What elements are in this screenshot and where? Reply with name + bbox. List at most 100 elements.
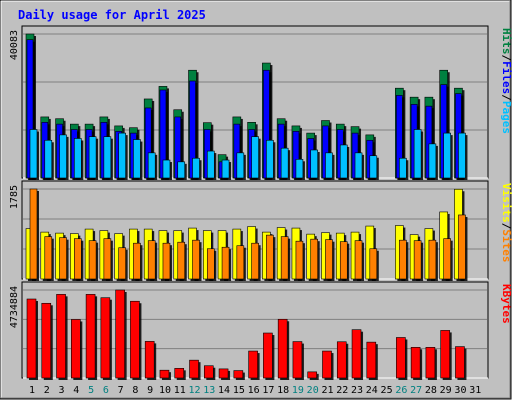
legend-entry-kbytes: KBytes	[500, 284, 512, 324]
bar-sites-day-23	[354, 240, 363, 280]
x-tick-label-day-3: 3	[59, 385, 65, 396]
panel-2-legend: Visits/Sites	[500, 183, 512, 263]
x-tick-label-day-1: 1	[29, 385, 35, 396]
bar-pages-day-7	[118, 132, 126, 179]
bar-pages-day-30	[458, 132, 466, 179]
x-tick-label-day-14: 14	[218, 385, 230, 396]
bar-sites-day-14	[221, 246, 230, 280]
x-tick-label-day-10: 10	[159, 385, 171, 396]
bar-kbytes-day-8	[130, 300, 140, 379]
bar-kbytes-day-20	[307, 371, 318, 379]
x-tick-label-day-22: 22	[336, 385, 348, 396]
bar-kbytes-day-15	[233, 370, 244, 379]
bar-sites-day-11	[177, 241, 186, 280]
bar-sites-day-6	[103, 238, 112, 280]
bar-kbytes-day-11	[174, 368, 185, 379]
bar-pages-day-18	[280, 147, 289, 179]
bar-kbytes-day-27	[410, 347, 421, 379]
bar-kbytes-day-26	[396, 337, 406, 379]
bar-sites-day-17	[266, 234, 274, 280]
bar-sites-day-3	[59, 237, 67, 280]
bar-sites-day-26	[399, 239, 407, 280]
bar-kbytes-day-13	[203, 365, 214, 379]
bar-pages-day-28	[428, 143, 437, 179]
bar-kbytes-day-29	[440, 330, 450, 379]
x-tick-label-day-9: 9	[147, 385, 153, 396]
x-tick-label-day-25: 25	[381, 385, 393, 396]
bar-sites-day-2	[44, 236, 53, 280]
bar-kbytes-day-17	[263, 332, 273, 379]
bar-pages-day-19	[295, 159, 304, 179]
legend-entry-hits: Hits	[500, 28, 512, 55]
x-tick-label-day-7: 7	[118, 385, 124, 396]
x-tick-label-day-21: 21	[321, 385, 333, 396]
bar-pages-day-12	[192, 157, 200, 179]
legend-entry-files: Files	[500, 61, 512, 94]
bar-sites-day-30	[458, 214, 466, 280]
bar-sites-day-5	[88, 240, 97, 280]
bar-pages-day-6	[103, 136, 112, 179]
bar-sites-day-27	[413, 240, 422, 280]
x-tick-label-day-5: 5	[88, 385, 94, 396]
bar-pages-day-8	[133, 139, 141, 179]
panel-2-ymax-label: 1785	[9, 185, 20, 209]
x-tick-label-day-31: 31	[469, 385, 481, 396]
bar-sites-day-8	[133, 242, 141, 280]
x-tick-label-day-8: 8	[132, 385, 138, 396]
bar-pages-day-21	[325, 152, 333, 179]
bar-sites-day-10	[162, 242, 171, 280]
x-tick-label-day-26: 26	[395, 385, 407, 396]
bar-pages-day-27	[413, 129, 422, 179]
bar-pages-day-29	[443, 132, 451, 179]
bar-sites-day-1	[29, 188, 38, 280]
bar-sites-day-28	[428, 239, 437, 280]
x-tick-label-day-11: 11	[174, 385, 186, 396]
bar-pages-day-1	[29, 129, 38, 179]
legend-separator: /	[500, 223, 512, 230]
bar-kbytes-day-23	[351, 329, 362, 379]
x-tick-label-day-17: 17	[262, 385, 274, 396]
bar-sites-day-18	[280, 236, 289, 280]
bar-pages-day-10	[162, 159, 171, 179]
bar-kbytes-day-10	[159, 369, 170, 379]
bar-kbytes-day-2	[41, 302, 52, 379]
x-tick-label-day-12: 12	[188, 385, 200, 396]
bar-sites-day-22	[339, 241, 348, 280]
bar-sites-day-7	[118, 247, 126, 280]
bar-pages-day-16	[251, 136, 259, 179]
bar-kbytes-day-24	[366, 341, 377, 379]
x-tick-label-day-24: 24	[366, 385, 378, 396]
bar-pages-day-20	[310, 149, 319, 179]
bar-sites-day-24	[369, 248, 378, 280]
bar-kbytes-day-4	[71, 319, 81, 379]
bar-pages-day-3	[59, 134, 67, 179]
bar-sites-day-15	[236, 245, 245, 280]
x-tick-label-day-16: 16	[248, 385, 260, 396]
bar-pages-day-26	[399, 157, 407, 179]
bar-sites-day-4	[74, 238, 82, 280]
panel-1-legend: Hits/Files/Pages	[500, 28, 512, 134]
bar-sites-day-9	[147, 240, 156, 280]
x-tick-label-day-15: 15	[233, 385, 245, 396]
x-tick-label-day-2: 2	[44, 385, 50, 396]
bar-kbytes-day-18	[277, 318, 288, 379]
bar-sites-day-19	[295, 240, 304, 280]
bar-pages-day-23	[354, 152, 363, 179]
bar-kbytes-day-28	[425, 347, 436, 379]
bar-kbytes-day-1	[26, 298, 37, 379]
bar-pages-day-15	[236, 152, 245, 179]
bar-pages-day-2	[44, 139, 53, 179]
bar-kbytes-day-22	[336, 341, 347, 379]
panel-3-ymax-label: 4734884	[9, 286, 20, 328]
x-tick-label-day-23: 23	[351, 385, 363, 396]
legend-separator: /	[500, 94, 512, 101]
legend-separator: /	[500, 55, 512, 62]
bar-pages-day-24	[369, 155, 378, 179]
bar-kbytes-day-9	[144, 341, 155, 379]
x-tick-label-day-28: 28	[425, 385, 437, 396]
bar-pages-day-22	[339, 144, 348, 179]
x-tick-label-day-13: 13	[203, 385, 215, 396]
x-tick-label-day-4: 4	[73, 385, 79, 396]
